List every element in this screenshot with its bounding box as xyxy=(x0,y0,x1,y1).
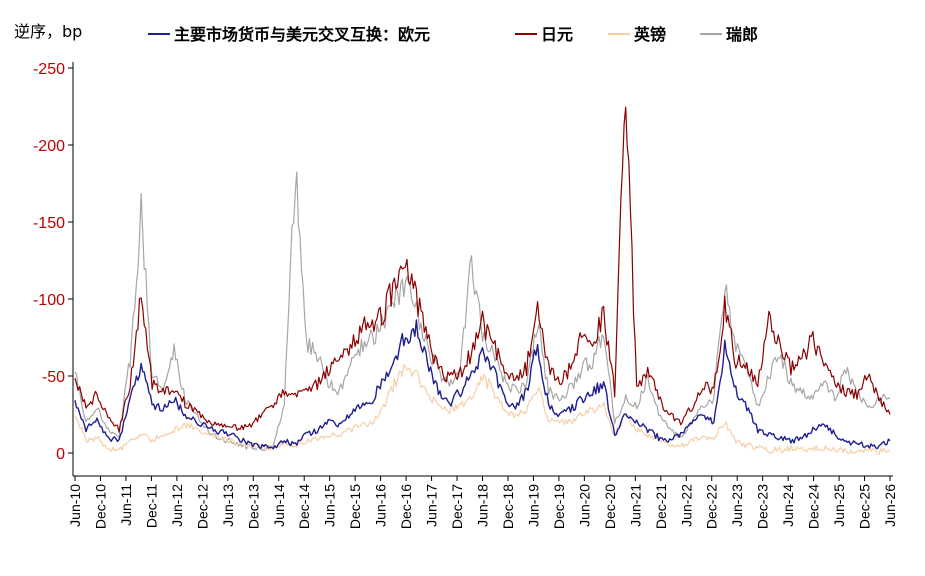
y-axis: 0 -50 -100 -150 -200 -250 xyxy=(33,61,74,476)
x-tick-label: Jun-23 xyxy=(729,484,745,527)
x-tick-label: Jun-26 xyxy=(882,484,898,527)
x-tick-label: Dec-21 xyxy=(653,484,669,529)
series-group xyxy=(74,106,891,456)
x-tick-label: Dec-17 xyxy=(449,484,465,529)
x-tick-label: Jun-24 xyxy=(780,484,796,527)
x-tick-label: Dec-25 xyxy=(857,484,873,529)
legend-label-2: 英镑 xyxy=(633,25,666,44)
x-tick-label: Jun-22 xyxy=(678,484,694,527)
x-tick-label: Jun-20 xyxy=(576,484,592,527)
series-line-1 xyxy=(74,106,891,433)
x-tick-label: Dec-11 xyxy=(143,484,159,528)
x-tick-label: Dec-10 xyxy=(92,484,108,529)
x-tick-label: Jun-21 xyxy=(627,484,643,527)
y-axis-unit-label: 逆序，bp xyxy=(14,22,82,41)
x-tick-label: Dec-20 xyxy=(602,484,618,529)
series-line-0 xyxy=(74,319,891,450)
x-tick-label: Dec-14 xyxy=(296,484,312,529)
y-tick-label: -250 xyxy=(33,61,65,78)
x-tick-label: Jun-18 xyxy=(475,484,491,527)
x-axis: Jun-10 Dec-10 Jun-11 Dec-11 Jun-12 Dec-12 Jun-… xyxy=(67,475,898,529)
x-tick-label: Dec-16 xyxy=(398,484,414,529)
x-tick-label: Jun-25 xyxy=(831,484,847,527)
series-line-3 xyxy=(74,171,891,452)
y-tick-label: 0 xyxy=(56,446,65,463)
x-tick-label: Jun-15 xyxy=(322,484,338,527)
series-line-2 xyxy=(74,364,891,456)
x-tick-label: Dec-15 xyxy=(347,484,363,529)
x-tick-label: Jun-10 xyxy=(67,484,83,527)
x-tick-label: Jun-11 xyxy=(118,484,134,526)
x-tick-label: Dec-12 xyxy=(194,484,210,529)
x-tick-label: Dec-19 xyxy=(551,484,567,529)
x-tick-label: Dec-18 xyxy=(500,484,516,529)
x-tick-label: Jun-16 xyxy=(373,484,389,527)
y-tick-label: -200 xyxy=(33,138,65,155)
legend-label-1: 日元 xyxy=(541,25,573,44)
y-tick-label: -100 xyxy=(33,292,65,309)
x-tick-label: Jun-12 xyxy=(169,484,185,527)
x-tick-label: Dec-13 xyxy=(245,484,261,529)
x-tick-label: Dec-23 xyxy=(755,484,771,529)
x-tick-label: Jun-13 xyxy=(220,484,236,527)
y-tick-label: -50 xyxy=(42,369,65,386)
legend-label-0: 主要市场货币与美元交叉互换：欧元 xyxy=(174,25,430,44)
x-tick-label: Jun-17 xyxy=(424,484,440,527)
x-tick-label: Jun-14 xyxy=(271,484,287,527)
x-tick-label: Dec-24 xyxy=(806,484,822,529)
x-tick-label: Dec-22 xyxy=(704,484,720,529)
legend: 主要市场货币与美元交叉互换：欧元 日元 英镑 瑞郎 xyxy=(148,25,758,44)
y-tick-label: -150 xyxy=(33,215,65,232)
x-tick-label: Jun-19 xyxy=(525,484,541,527)
legend-label-3: 瑞郎 xyxy=(726,25,758,44)
